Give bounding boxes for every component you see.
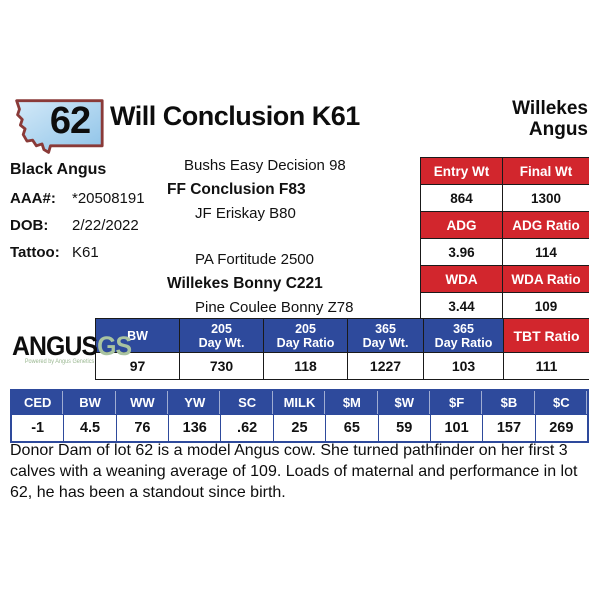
growth-header-205-day-ratio: 205 Day Ratio	[264, 319, 347, 352]
epd-value-bw: 4.5	[64, 415, 116, 441]
dob-row: DOB: 2/22/2022	[10, 217, 145, 234]
growth-header-tbt-ratio-text: TBT Ratio	[513, 327, 580, 344]
ranch-name-line1: Willekes	[512, 98, 588, 119]
registration-row: AAA#: *20508191	[10, 190, 145, 207]
perf-value-wda: 3.44	[421, 293, 502, 319]
logo-gs-text: GS	[97, 331, 132, 361]
tattoo-value: K61	[72, 244, 99, 261]
growth-value-365-day-ratio: 103	[424, 353, 503, 379]
perf-header-adg: ADG	[421, 212, 502, 238]
epd-header-bw: BW	[64, 391, 116, 414]
growth-header-205-day-wt-text: 205 Day Wt.	[198, 321, 245, 350]
logo-tagline: Powered by Angus Genetics	[24, 359, 95, 365]
perf-header-wda-ratio: WDA Ratio	[503, 266, 589, 292]
perf-header-final-wt: Final Wt	[503, 158, 589, 184]
performance-table: Entry Wt Final Wt 864 1300 ADG ADG Ratio…	[420, 157, 589, 320]
epd-header-milk: MILK	[273, 391, 326, 414]
growth-value-205-day-wt: 730	[180, 353, 263, 379]
epd-value-yw: 136	[169, 415, 221, 441]
epd-header-ced: CED	[12, 391, 64, 414]
epd-value-sc: .62	[221, 415, 273, 441]
pedigree-sire-sire: Bushs Easy Decision 98	[184, 157, 346, 174]
growth-header-365-day-wt-text: 365 Day Wt.	[362, 321, 409, 350]
epd-header-yw: YW	[169, 391, 221, 414]
epd-header-dw: $W	[378, 391, 430, 414]
perf-header-wda: WDA	[421, 266, 502, 292]
growth-header-205-day-ratio-text: 205 Day Ratio	[276, 321, 335, 350]
lot-number: 62	[49, 100, 91, 142]
growth-header-365-day-wt: 365 Day Wt.	[348, 319, 423, 352]
angus-gs-logo: ANGUSGS Powered by Angus Genetics	[12, 331, 132, 366]
growth-table: BW 205 Day Wt. 205 Day Ratio 365 Day Wt. 36…	[95, 318, 589, 380]
epd-header-dc: $C	[535, 391, 587, 414]
epd-value-dm: 65	[326, 415, 378, 441]
pedigree-dam: Willekes Bonny C221	[167, 275, 323, 292]
growth-value-tbt-ratio: 111	[504, 353, 589, 379]
ranch-name: Willekes Angus	[512, 98, 588, 140]
dob-label: DOB:	[10, 217, 49, 234]
epd-value-dw: 59	[378, 415, 430, 441]
perf-value-final-wt: 1300	[503, 185, 589, 211]
breed-label: Black Angus	[10, 161, 107, 178]
epd-header-df: $F	[430, 391, 483, 414]
growth-value-205-day-ratio: 118	[264, 353, 347, 379]
tattoo-row: Tattoo: K61	[10, 244, 145, 261]
epd-header-db: $B	[483, 391, 535, 414]
montana-state-icon	[15, 99, 104, 154]
perf-value-entry-wt: 864	[421, 185, 502, 211]
logo-angus-text: ANGUS	[12, 331, 98, 361]
growth-value-365-day-wt: 1227	[348, 353, 423, 379]
pedigree-sire-dam: JF Eriskay B80	[195, 205, 296, 222]
growth-header-bw: BW	[96, 319, 179, 352]
epd-header-sc: SC	[221, 391, 273, 414]
dob-value: 2/22/2022	[72, 217, 139, 234]
epd-value-ww: 76	[116, 415, 169, 441]
growth-header-bw-text: BW	[127, 328, 148, 343]
tattoo-label: Tattoo:	[10, 244, 60, 261]
growth-header-205-day-wt: 205 Day Wt.	[180, 319, 263, 352]
epd-value-db: 157	[483, 415, 535, 441]
growth-header-365-day-ratio-text: 365 Day Ratio	[434, 321, 493, 350]
growth-header-365-day-ratio: 365 Day Ratio	[424, 319, 503, 352]
ranch-name-line2: Angus	[528, 119, 588, 140]
growth-value-bw: 97	[96, 353, 179, 379]
perf-value-adg: 3.96	[421, 239, 502, 265]
epd-header-ww: WW	[116, 391, 169, 414]
epd-value-dc: 269	[535, 415, 587, 441]
perf-header-entry-wt: Entry Wt	[421, 158, 502, 184]
epd-value-milk: 25	[273, 415, 326, 441]
pedigree-dam-dam: Pine Coulee Bonny Z78	[195, 299, 354, 316]
epd-table: CED BW WW YW SC MILK $M $W $F $B $C -1 4…	[10, 389, 589, 443]
pedigree-sire: FF Conclusion F83	[167, 181, 306, 198]
aaa-value: *20508191	[72, 190, 145, 207]
epd-value-ced: -1	[12, 415, 64, 441]
lot-description: Donor Dam of lot 62 is a model Angus cow…	[10, 442, 578, 501]
pedigree-dam-sire: PA Fortitude 2500	[195, 251, 314, 268]
lot-badge: 62	[11, 95, 105, 159]
growth-header-tbt-ratio: TBT Ratio	[504, 319, 589, 352]
perf-value-wda-ratio: 109	[503, 293, 589, 319]
perf-header-adg-ratio: ADG Ratio	[503, 212, 589, 238]
aaa-label: AAA#:	[10, 190, 56, 207]
perf-value-adg-ratio: 114	[503, 239, 589, 265]
epd-value-df: 101	[430, 415, 483, 441]
animal-info: Black Angus AAA#: *20508191 DOB: 2/22/20…	[10, 161, 145, 271]
epd-header-dm: $M	[326, 391, 378, 414]
angus-gs-logo-text: ANGUSGS	[12, 331, 132, 361]
page-title: Will Conclusion K61	[110, 101, 360, 131]
